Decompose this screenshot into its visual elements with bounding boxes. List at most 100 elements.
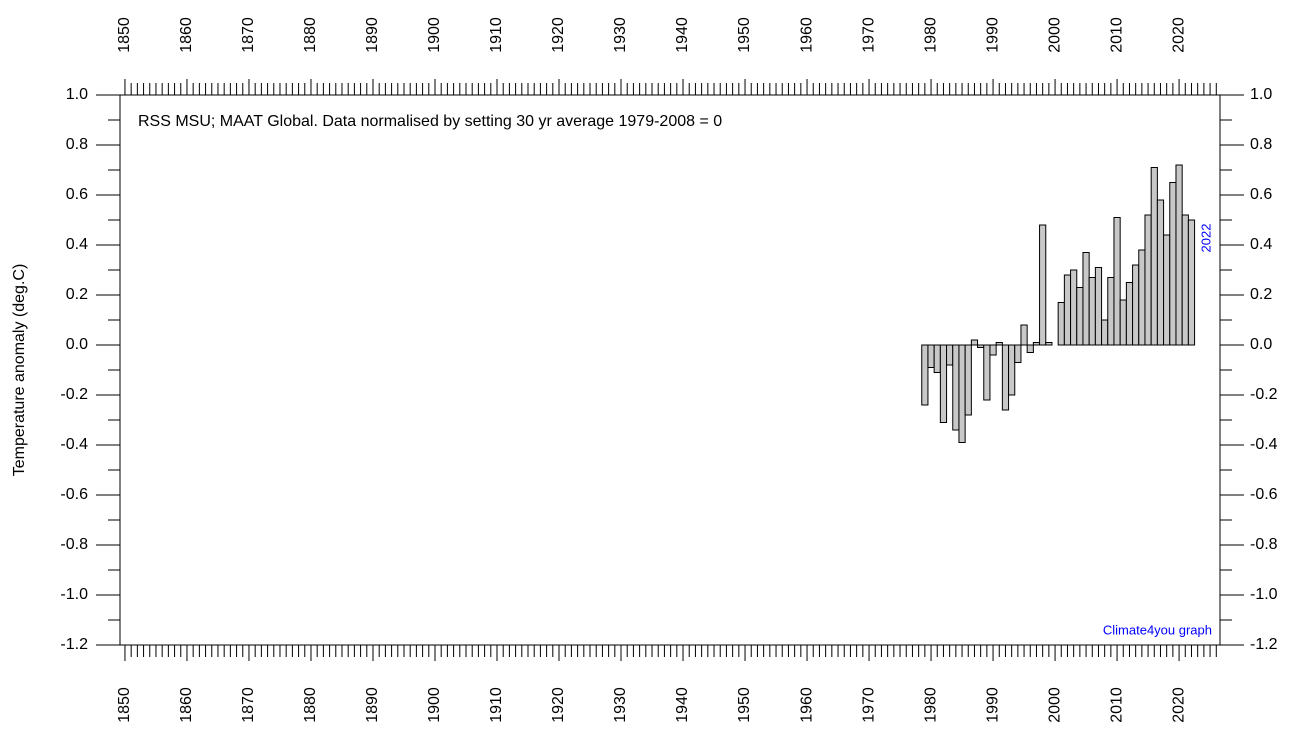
bar — [1039, 224, 1047, 346]
bar — [1014, 344, 1022, 363]
x-tick-label: 1970 — [860, 687, 877, 723]
y-tick-label-right: 0.2 — [1250, 286, 1272, 303]
bar — [1119, 299, 1127, 346]
bar — [1181, 214, 1189, 346]
x-tick-label-top: 1860 — [178, 17, 195, 53]
bar — [1082, 252, 1090, 346]
bar — [1026, 344, 1034, 353]
x-tick-label-top: 2010 — [1108, 17, 1125, 53]
x-tick-label: 1990 — [984, 687, 1001, 723]
y-tick-label: 0.2 — [66, 286, 88, 303]
x-tick-label-top: 1990 — [984, 17, 1001, 53]
bar — [952, 344, 960, 431]
x-tick-label: 2010 — [1108, 687, 1125, 723]
x-tick-label-top: 1910 — [488, 17, 505, 53]
x-tick-label-top: 1890 — [364, 17, 381, 53]
bar — [958, 344, 966, 443]
y-tick-label: -0.6 — [60, 486, 88, 503]
x-tick-label-top: 1930 — [612, 17, 629, 53]
x-tick-label: 1910 — [488, 687, 505, 723]
bar — [1175, 164, 1183, 346]
x-tick-label-top: 2020 — [1170, 17, 1187, 53]
bar — [933, 344, 941, 373]
y-tick-label-right: -0.4 — [1250, 436, 1278, 453]
bar — [1070, 269, 1078, 346]
bar — [1032, 342, 1041, 346]
bar — [946, 344, 954, 366]
bar — [1088, 277, 1096, 346]
bar — [1063, 274, 1072, 346]
x-tick-label: 2020 — [1170, 687, 1187, 723]
y-tick-label-right: -0.8 — [1250, 536, 1278, 553]
y-tick-label: 0.0 — [66, 336, 88, 353]
x-tick-label-top: 1970 — [860, 17, 877, 53]
bar — [977, 344, 985, 348]
bar — [1156, 199, 1165, 346]
y-tick-label: -0.2 — [60, 386, 88, 403]
bar — [1045, 342, 1053, 346]
bar — [989, 344, 997, 356]
x-tick-label: 2000 — [1046, 687, 1063, 723]
x-tick-label-top: 1850 — [116, 17, 133, 53]
y-tick-label-right: 0.8 — [1250, 136, 1272, 153]
x-tick-label: 1930 — [612, 687, 629, 723]
x-tick-label: 1850 — [116, 687, 133, 723]
y-tick-label: -0.4 — [60, 436, 88, 453]
bar — [995, 342, 1003, 346]
x-tick-label: 1890 — [364, 687, 381, 723]
credit: Climate4you graph — [1103, 622, 1212, 637]
y-tick-label-right: -0.6 — [1250, 486, 1278, 503]
x-tick-label-top: 2000 — [1046, 17, 1063, 53]
x-tick-label-top: 1880 — [302, 17, 319, 53]
bar — [1107, 277, 1115, 346]
bar — [1113, 217, 1121, 346]
bar — [1132, 264, 1140, 346]
x-tick-label: 1960 — [798, 687, 815, 723]
y-tick-label-right: -1.0 — [1250, 586, 1278, 603]
bar — [1169, 182, 1177, 346]
y-tick-label-right: 0.0 — [1250, 336, 1272, 353]
x-tick-label-top: 1960 — [798, 17, 815, 53]
bar — [1020, 324, 1028, 346]
y-tick-label-right: 1.0 — [1250, 86, 1272, 103]
y-axis-label: Temperature anomaly (deg.C) — [11, 264, 28, 477]
y-tick-label: 0.8 — [66, 136, 88, 153]
y-tick-label-right: -0.2 — [1250, 386, 1278, 403]
x-tick-label-top: 1950 — [736, 17, 753, 53]
x-tick-label: 1870 — [240, 687, 257, 723]
bar — [964, 344, 972, 416]
x-tick-label-top: 1920 — [550, 17, 567, 53]
bar — [1001, 344, 1010, 411]
y-tick-label-right: 0.6 — [1250, 186, 1272, 203]
x-tick-label: 1860 — [178, 687, 195, 723]
bar — [1125, 282, 1134, 346]
bar — [1008, 344, 1016, 396]
bar — [1144, 214, 1152, 346]
subtitle: RSS MSU; MAAT Global. Data normalised by… — [138, 113, 722, 130]
bar — [1187, 219, 1196, 346]
x-tick-label-top: 1900 — [426, 17, 443, 53]
y-tick-label: -1.0 — [60, 586, 88, 603]
bar — [1094, 267, 1103, 346]
y-tick-label: 1.0 — [66, 86, 88, 103]
bar — [1163, 234, 1171, 346]
x-tick-label: 1900 — [426, 687, 443, 723]
x-tick-label-top: 1980 — [922, 17, 939, 53]
y-tick-label: -0.8 — [60, 536, 88, 553]
bar — [970, 339, 979, 346]
bar — [939, 344, 948, 423]
x-tick-label-top: 1870 — [240, 17, 257, 53]
bar — [1150, 167, 1158, 346]
x-tick-label: 1940 — [674, 687, 691, 723]
bar — [1138, 249, 1146, 346]
bar — [921, 344, 929, 406]
x-tick-label: 1880 — [302, 687, 319, 723]
last-year-label: 2022 — [1198, 224, 1213, 253]
x-tick-label: 1980 — [922, 687, 939, 723]
y-tick-label: 0.6 — [66, 186, 88, 203]
plot-frame — [119, 94, 1221, 646]
y-tick-label-right: 0.4 — [1250, 236, 1272, 253]
bar — [1101, 319, 1109, 346]
bar — [983, 344, 991, 401]
